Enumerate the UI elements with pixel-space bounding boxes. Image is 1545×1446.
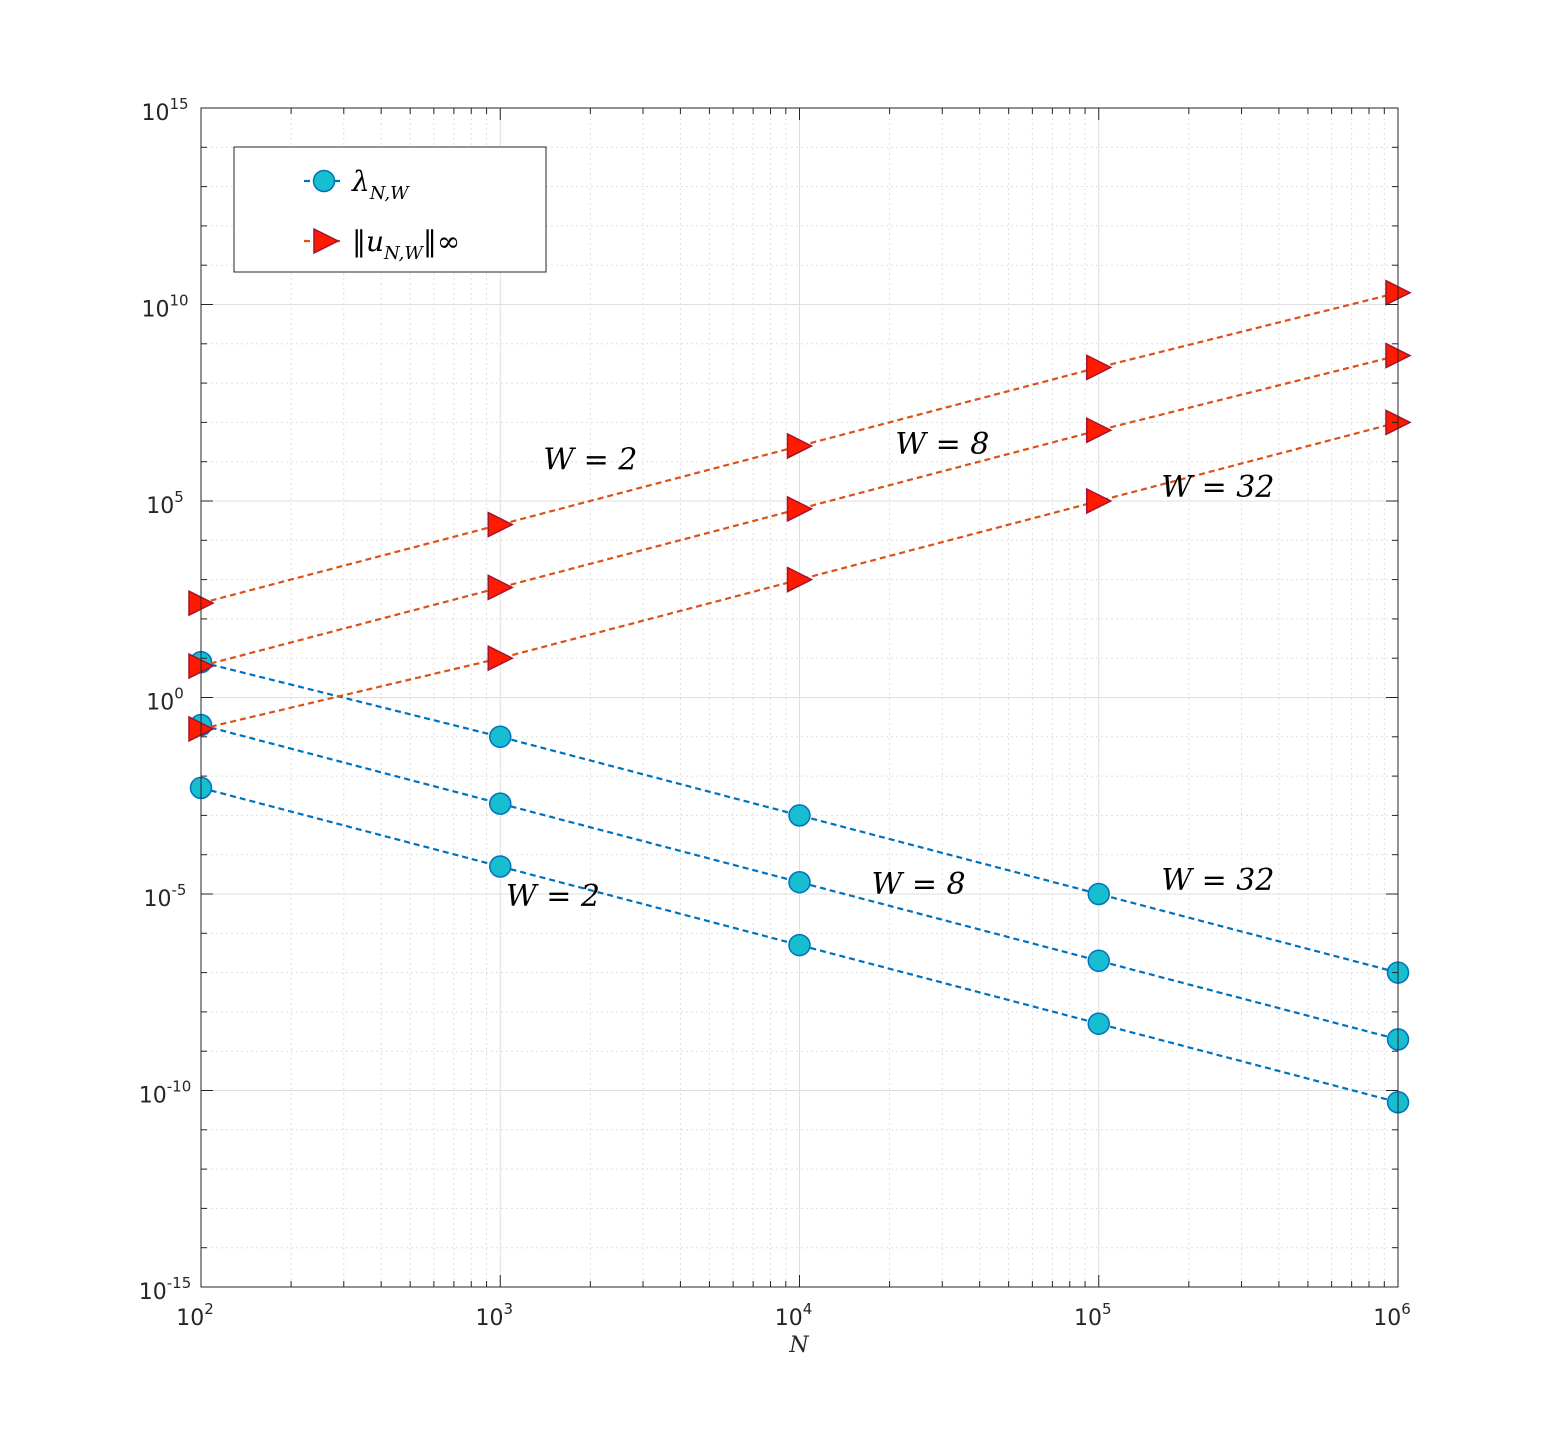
series-line xyxy=(200,421,1399,731)
u-norm-point xyxy=(786,432,814,460)
lambda-point xyxy=(1087,949,1110,973)
x-tick-label: 105 xyxy=(1074,1300,1112,1331)
y-tick-label: 105 xyxy=(146,488,184,519)
u-norm-point xyxy=(1086,417,1113,444)
lambda-point xyxy=(489,855,512,878)
series-line xyxy=(200,661,1399,974)
y-tick-label: 100 xyxy=(146,685,184,716)
y-tick-label: 10-15 xyxy=(139,1274,192,1305)
x-tick-labels: 102 103 104 105 106 xyxy=(176,1300,1411,1331)
series-layer xyxy=(188,279,1412,1114)
y-tick-label: 1015 xyxy=(141,95,188,126)
legend-label: λN,W xyxy=(351,165,410,204)
series-u-W32 xyxy=(188,409,1412,743)
x-axis-label: N xyxy=(788,1333,809,1358)
annotation-u: W = 32 xyxy=(1161,470,1274,505)
annotation-u: W = 2 xyxy=(543,443,637,478)
lambda-point xyxy=(312,169,336,193)
legend-entry: ‖uN,W‖∞ xyxy=(304,225,460,264)
x-tick-label: 104 xyxy=(775,1300,813,1331)
series-line xyxy=(200,291,1399,605)
lambda-point xyxy=(788,804,811,827)
tick-marks xyxy=(200,107,1399,1288)
u-norm-point xyxy=(487,644,514,672)
lambda-point xyxy=(1087,882,1110,906)
annotation-u: W = 8 xyxy=(895,427,989,462)
x-tick-label: 106 xyxy=(1373,1300,1411,1331)
x-tick-label: 103 xyxy=(475,1300,513,1331)
legend-box xyxy=(233,146,547,273)
series-line xyxy=(200,723,1399,1041)
lambda-point xyxy=(788,870,811,894)
y-tick-label: 1010 xyxy=(141,292,188,323)
u-norm-point xyxy=(786,495,814,523)
annotation-lambda: W = 2 xyxy=(506,879,600,914)
x-tick-label: 102 xyxy=(176,1300,214,1331)
lambda-point xyxy=(489,725,512,749)
u-norm-point xyxy=(786,566,814,593)
u-norm-point xyxy=(313,227,340,255)
series-line xyxy=(200,786,1399,1104)
u-norm-point xyxy=(487,574,514,601)
legend-entry: λN,W xyxy=(304,165,410,204)
annotation-lambda: W = 32 xyxy=(1161,863,1274,898)
annotations: W = 2 W = 8 W = 32 W = 2 W = 8 W = 32 xyxy=(506,427,1275,914)
u-norm-point xyxy=(1086,487,1113,515)
lambda-point xyxy=(788,933,811,957)
y-tick-labels: 10-15 10-10 10-5 100 105 1010 1015 xyxy=(139,95,192,1305)
legend: λN,W ‖uN,W‖∞ xyxy=(233,146,547,273)
series-line xyxy=(200,354,1399,668)
u-norm-point xyxy=(1086,354,1113,381)
lambda-point xyxy=(489,792,512,815)
annotation-lambda: W = 8 xyxy=(872,867,966,902)
u-norm-point xyxy=(487,511,514,538)
legend-label: ‖uN,W‖∞ xyxy=(352,225,460,264)
y-tick-label: 10-10 xyxy=(139,1078,192,1109)
lambda-point xyxy=(1087,1012,1110,1035)
y-tick-label: 10-5 xyxy=(144,881,187,912)
